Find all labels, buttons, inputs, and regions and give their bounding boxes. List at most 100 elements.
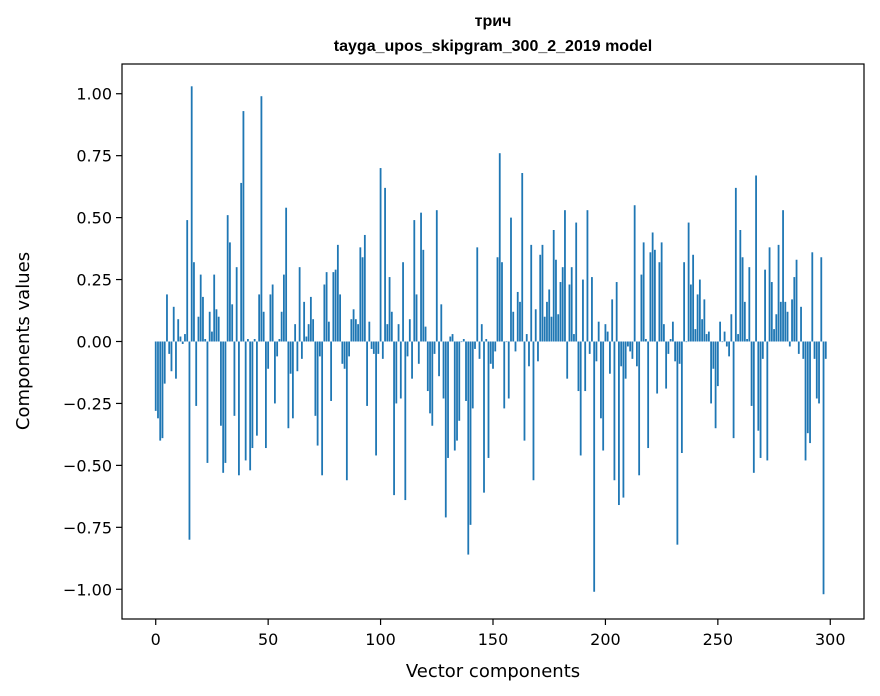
bar: [413, 220, 416, 342]
bar: [512, 311, 515, 342]
bar: [815, 341, 818, 399]
bar: [759, 341, 762, 458]
bar: [647, 341, 650, 449]
bar: [359, 247, 362, 342]
bar: [719, 321, 721, 342]
bar: [282, 274, 285, 342]
bar: [561, 267, 564, 342]
bar: [170, 341, 173, 372]
bar: [296, 341, 299, 372]
bar: [244, 341, 247, 461]
bar: [220, 341, 222, 426]
bar: [786, 311, 789, 342]
bar: [665, 341, 668, 389]
bar: [591, 277, 593, 342]
bar: [226, 215, 229, 342]
bar: [199, 274, 202, 342]
bar: [761, 341, 764, 359]
bar: [179, 336, 182, 342]
x-tick-label: 150: [478, 630, 509, 649]
bar: [323, 284, 326, 342]
bar: [370, 341, 373, 349]
bar: [278, 339, 281, 342]
bar: [528, 341, 530, 367]
bar: [525, 334, 528, 342]
bar: [222, 341, 225, 473]
bar: [474, 341, 476, 349]
x-axis: 0 50 100 150 200 250 300: [151, 619, 846, 649]
x-axis-label: Vector components: [406, 661, 580, 682]
bar: [698, 279, 701, 342]
bar: [507, 341, 510, 399]
bar: [703, 299, 706, 342]
bar: [806, 341, 809, 434]
bar: [456, 341, 458, 441]
bar: [501, 262, 503, 342]
bar: [206, 341, 209, 463]
bar: [764, 269, 766, 342]
bar: [300, 341, 303, 359]
bar: [469, 341, 472, 525]
bar: [298, 267, 301, 342]
bar: [689, 284, 692, 342]
bar: [397, 324, 400, 342]
bar: [332, 272, 335, 342]
bar: [800, 306, 802, 342]
bar: [588, 341, 591, 354]
bar: [345, 341, 348, 481]
bar: [575, 222, 578, 342]
chart-title: трич: [475, 13, 512, 30]
bar: [653, 249, 656, 342]
bar: [330, 341, 333, 401]
bar: [458, 341, 461, 421]
bar: [431, 341, 434, 426]
bar: [384, 187, 386, 342]
bar: [674, 341, 677, 362]
y-axis: −1.00 −0.75 −0.50 −0.25 0.00 0.25 0.50 0.75 1.00: [63, 85, 122, 599]
bar: [381, 341, 384, 359]
bar: [514, 341, 517, 352]
bar: [368, 321, 371, 342]
y-tick-label: 0.50: [76, 209, 112, 228]
bar: [195, 341, 198, 406]
bar: [453, 341, 456, 451]
bar: [411, 341, 413, 379]
bar: [420, 212, 422, 342]
bar: [357, 324, 359, 342]
bar: [775, 314, 778, 342]
bar: [685, 341, 688, 343]
bar: [321, 341, 324, 476]
bar: [422, 249, 425, 342]
bar: [274, 341, 276, 404]
bar: [316, 341, 319, 446]
bar: [318, 341, 321, 357]
bars-group: [154, 86, 827, 595]
y-tick-label: −1.00: [63, 580, 112, 599]
bar: [262, 311, 265, 342]
bar: [451, 334, 454, 342]
bar: [570, 267, 573, 342]
bar: [755, 175, 757, 342]
bar: [773, 329, 775, 342]
bar: [597, 321, 600, 342]
bar: [566, 341, 569, 379]
bar: [658, 262, 661, 342]
bar: [460, 341, 463, 343]
bar: [530, 244, 533, 342]
bar: [256, 341, 258, 436]
bar: [555, 259, 557, 342]
bar: [372, 341, 375, 354]
bar: [480, 324, 483, 342]
y-tick-label: −0.75: [63, 518, 112, 537]
bar: [559, 282, 562, 342]
bar: [723, 331, 726, 342]
bar: [606, 331, 609, 342]
bar: [793, 277, 796, 342]
bar: [390, 311, 393, 342]
bar: [305, 336, 308, 342]
bar: [550, 316, 553, 342]
bar: [154, 341, 157, 411]
bar: [334, 269, 337, 342]
bar: [824, 341, 827, 359]
bar: [496, 257, 499, 342]
